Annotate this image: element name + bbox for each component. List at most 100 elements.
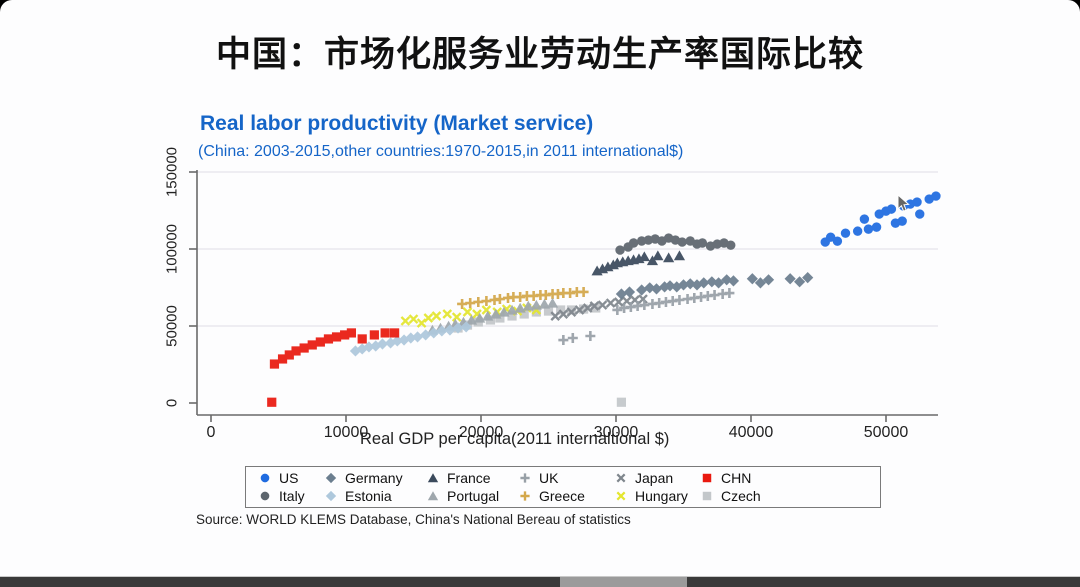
mouse-cursor-icon bbox=[897, 194, 910, 212]
data-point bbox=[684, 278, 696, 290]
data-point bbox=[460, 321, 472, 333]
data-point bbox=[685, 236, 695, 246]
data-point bbox=[623, 242, 633, 252]
data-point bbox=[384, 337, 397, 349]
data-point bbox=[508, 292, 519, 303]
data-point bbox=[691, 279, 703, 291]
data-point bbox=[628, 238, 639, 248]
legend-item-us: US bbox=[258, 470, 324, 486]
data-point bbox=[411, 331, 424, 343]
data-point bbox=[664, 280, 676, 292]
data-point bbox=[667, 296, 678, 307]
data-point bbox=[552, 288, 563, 299]
series-Japan bbox=[550, 294, 648, 321]
data-point bbox=[277, 354, 288, 364]
data-point bbox=[613, 297, 624, 307]
data-point bbox=[535, 290, 546, 301]
legend-label: Italy bbox=[279, 488, 305, 504]
data-point bbox=[465, 314, 478, 325]
data-point bbox=[724, 288, 735, 299]
legend-item-hungary: Hungary bbox=[614, 488, 700, 504]
data-point bbox=[284, 350, 294, 360]
data-point bbox=[269, 359, 280, 369]
data-point bbox=[331, 332, 342, 342]
series-UK bbox=[558, 288, 735, 346]
data-point bbox=[530, 299, 542, 310]
data-point bbox=[547, 288, 558, 299]
data-point bbox=[481, 296, 492, 307]
data-point bbox=[607, 259, 619, 270]
x-tick-label: 0 bbox=[206, 424, 216, 441]
data-point bbox=[890, 218, 901, 228]
data-point bbox=[615, 245, 625, 255]
data-point bbox=[405, 332, 417, 344]
data-point bbox=[596, 263, 609, 274]
data-point bbox=[639, 300, 650, 311]
y-tick-label: 150000 bbox=[163, 146, 181, 198]
legend-label: UK bbox=[539, 470, 559, 486]
data-point bbox=[840, 228, 851, 238]
data-point bbox=[871, 222, 882, 232]
data-point bbox=[591, 265, 603, 276]
data-point bbox=[428, 327, 440, 339]
data-point bbox=[802, 272, 814, 284]
data-point bbox=[897, 216, 907, 226]
data-point bbox=[495, 313, 505, 323]
data-point bbox=[416, 318, 427, 328]
circle-marker-icon bbox=[260, 473, 270, 483]
data-point bbox=[644, 282, 656, 294]
data-point bbox=[503, 292, 513, 303]
data-point bbox=[543, 306, 554, 316]
series-Germany bbox=[615, 272, 814, 300]
data-point bbox=[349, 345, 362, 357]
source-note: Source: WORLD KLEMS Database, China's Na… bbox=[196, 512, 631, 527]
x-tick-label: 50000 bbox=[863, 424, 909, 441]
circle-marker-icon bbox=[260, 491, 270, 501]
data-point bbox=[727, 275, 740, 287]
chart-subtitle: (China: 2003-2015,other countries:1970-2… bbox=[198, 143, 684, 160]
data-point bbox=[612, 304, 623, 315]
video-progress-bar[interactable] bbox=[0, 576, 1080, 587]
data-point bbox=[726, 240, 736, 250]
data-point bbox=[482, 310, 494, 321]
diamond-marker-icon bbox=[325, 490, 337, 502]
data-point bbox=[863, 224, 874, 234]
data-point bbox=[346, 328, 356, 338]
data-point bbox=[522, 303, 532, 313]
data-point bbox=[589, 301, 600, 311]
data-point bbox=[677, 279, 690, 291]
data-point bbox=[660, 296, 671, 307]
data-point bbox=[391, 335, 403, 347]
data-point bbox=[578, 286, 589, 297]
data-point bbox=[696, 292, 707, 303]
y-tick-label: 50000 bbox=[163, 305, 181, 347]
data-point bbox=[712, 239, 722, 249]
legend-item-estonia: Estonia bbox=[324, 488, 426, 504]
data-point bbox=[638, 294, 648, 304]
x-tick-label: 20000 bbox=[458, 424, 504, 441]
data-point bbox=[682, 294, 693, 305]
data-point bbox=[582, 303, 593, 313]
data-point bbox=[623, 286, 636, 298]
data-point bbox=[574, 305, 585, 315]
data-point bbox=[558, 335, 569, 346]
data-point bbox=[636, 284, 648, 296]
series-Estonia bbox=[349, 321, 472, 357]
data-point bbox=[746, 273, 758, 285]
legend-label: Hungary bbox=[635, 488, 688, 504]
diamond-marker-icon bbox=[325, 472, 337, 484]
data-point bbox=[380, 328, 390, 338]
legend-label: US bbox=[279, 470, 299, 486]
data-point bbox=[307, 340, 317, 350]
data-point bbox=[689, 292, 700, 303]
data-point bbox=[426, 324, 438, 335]
series-US bbox=[820, 191, 941, 247]
data-point bbox=[315, 337, 325, 347]
data-point bbox=[340, 330, 350, 340]
series-Italy bbox=[615, 233, 736, 255]
data-point bbox=[673, 250, 686, 261]
data-point bbox=[591, 303, 601, 313]
data-point bbox=[915, 209, 925, 219]
series-Hungary bbox=[400, 303, 542, 328]
